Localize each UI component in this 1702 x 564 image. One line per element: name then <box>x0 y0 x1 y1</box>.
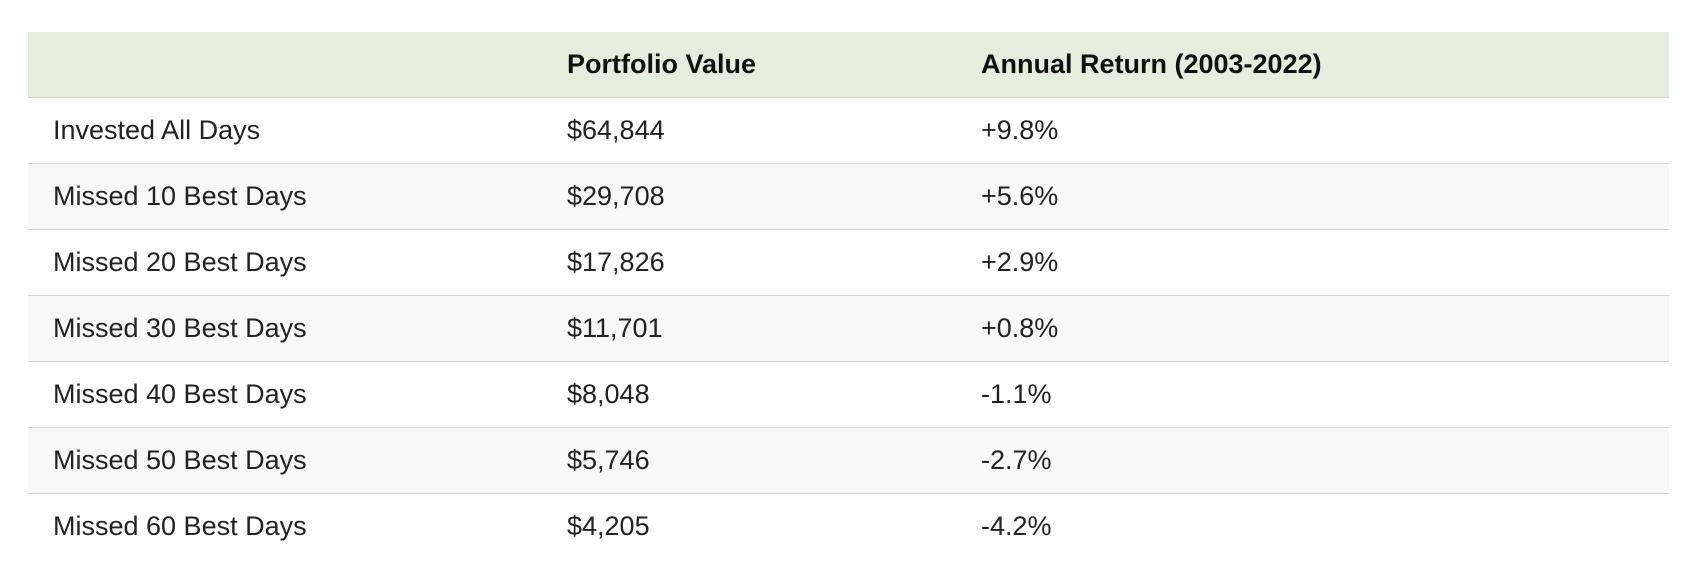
table-header: Portfolio Value Annual Return (2003-2022… <box>28 32 1669 98</box>
row-portfolio-value: $64,844 <box>567 97 981 164</box>
header-row: Portfolio Value Annual Return (2003-2022… <box>28 32 1669 98</box>
row-annual-return: +9.8% <box>981 97 1669 164</box>
row-label: Missed 50 Best Days <box>28 427 567 494</box>
table-row: Missed 10 Best Days $29,708 +5.6% <box>28 163 1669 230</box>
row-label: Missed 40 Best Days <box>28 361 567 428</box>
row-label: Missed 20 Best Days <box>28 229 567 296</box>
row-annual-return: +5.6% <box>981 163 1669 230</box>
table-row: Missed 50 Best Days $5,746 -2.7% <box>28 427 1669 494</box>
row-portfolio-value: $29,708 <box>567 163 981 230</box>
row-label: Missed 60 Best Days <box>53 511 307 541</box>
table-row: Missed 60 Best Days $4,205 -4.2% <box>28 493 1669 559</box>
row-portfolio-value: $4,205 <box>567 511 650 541</box>
row-annual-return: -2.7% <box>981 427 1669 494</box>
row-label: Missed 10 Best Days <box>28 163 567 230</box>
returns-table: Portfolio Value Annual Return (2003-2022… <box>28 32 1669 559</box>
header-portfolio-value: Portfolio Value <box>567 32 981 98</box>
row-portfolio-value: $8,048 <box>567 361 981 428</box>
row-annual-return: +0.8% <box>981 295 1669 362</box>
row-label: Invested All Days <box>28 97 567 164</box>
row-annual-return: -1.1% <box>981 361 1669 428</box>
row-label: Missed 30 Best Days <box>28 295 567 362</box>
returns-table-container: Portfolio Value Annual Return (2003-2022… <box>28 32 1669 559</box>
row-annual-return: +2.9% <box>981 229 1669 296</box>
table-row: Missed 30 Best Days $11,701 +0.8% <box>28 295 1669 362</box>
row-annual-return: -4.2% <box>981 511 1052 541</box>
row-portfolio-value: $5,746 <box>567 427 981 494</box>
table-body: Invested All Days $64,844 +9.8% Missed 1… <box>28 97 1669 559</box>
table-row: Missed 20 Best Days $17,826 +2.9% <box>28 229 1669 296</box>
header-annual-return: Annual Return (2003-2022) <box>981 32 1669 98</box>
table-row: Missed 40 Best Days $8,048 -1.1% <box>28 361 1669 428</box>
header-label-cell <box>28 32 567 98</box>
row-portfolio-value: $17,826 <box>567 229 981 296</box>
row-portfolio-value: $11,701 <box>567 295 981 362</box>
table-row: Invested All Days $64,844 +9.8% <box>28 97 1669 164</box>
